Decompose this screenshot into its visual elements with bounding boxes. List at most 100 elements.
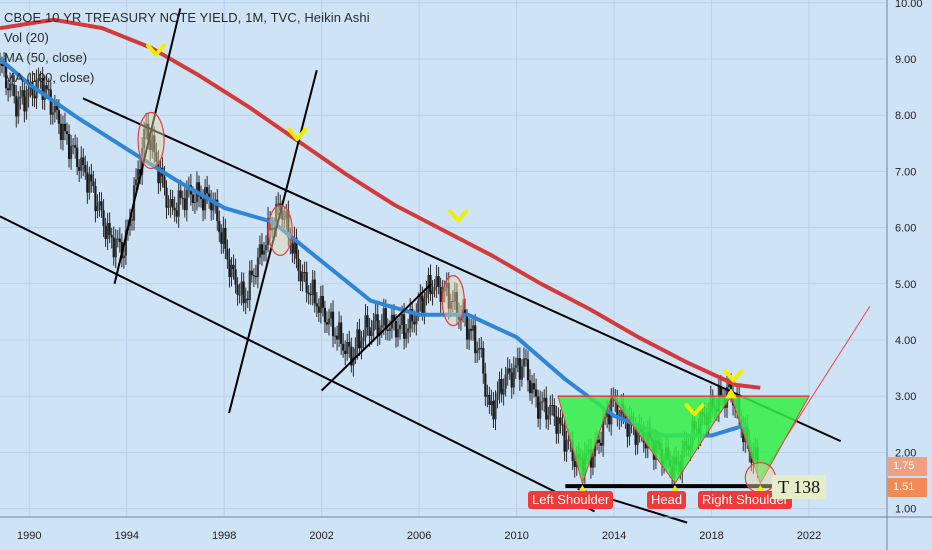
- candle-body: [593, 443, 597, 457]
- candle-body: [502, 388, 505, 395]
- candle-body: [228, 259, 231, 278]
- candle-body: [84, 164, 87, 173]
- candle-body: [403, 314, 406, 339]
- candle-body: [616, 401, 619, 419]
- candle-body: [437, 276, 440, 287]
- candle-body: [116, 238, 119, 240]
- candle-body: [467, 328, 471, 340]
- x-tick-label: 2002: [309, 530, 333, 542]
- candle-body: [606, 411, 609, 417]
- candle-body: [419, 295, 422, 301]
- candle-body: [208, 193, 211, 200]
- candle-body: [275, 204, 278, 230]
- candle-body: [459, 313, 463, 321]
- candle-body: [496, 392, 499, 400]
- candle-body: [374, 314, 377, 321]
- candle-body: [620, 404, 623, 419]
- candle-body: [522, 358, 526, 367]
- candle-body: [624, 413, 627, 421]
- candle-body: [0, 63, 4, 67]
- candle-body: [500, 378, 503, 395]
- candle-body: [258, 244, 262, 258]
- candle-body: [319, 296, 322, 313]
- candle-body: [122, 255, 125, 259]
- candle-body: [508, 368, 511, 373]
- candle-body: [151, 135, 154, 150]
- candle-body: [218, 220, 221, 233]
- candle-body: [114, 238, 117, 258]
- trendline-2[interactable]: [228, 69, 318, 414]
- candle-body: [356, 329, 359, 349]
- candle-body: [108, 223, 111, 235]
- highlight-ellipse-2[interactable]: [267, 204, 293, 257]
- candle-body: [443, 288, 446, 292]
- candle-body: [291, 243, 294, 254]
- candle-body: [74, 145, 77, 148]
- candle-body: [516, 358, 519, 366]
- candle-body: [299, 271, 302, 282]
- candle-body: [102, 210, 105, 226]
- trendline-3[interactable]: [320, 283, 433, 392]
- candle-body: [742, 427, 745, 443]
- candle-body: [333, 335, 337, 337]
- price-tag-1: 1.75: [887, 457, 927, 476]
- candle-body: [309, 294, 312, 296]
- candle-body: [78, 166, 81, 171]
- candle-body: [476, 350, 479, 354]
- candle-body: [447, 282, 450, 309]
- candle-body: [415, 313, 418, 325]
- candle-body: [163, 176, 166, 188]
- candle-body: [72, 145, 75, 147]
- candle-body: [595, 439, 599, 444]
- candle-body: [727, 383, 731, 387]
- candle-body: [445, 282, 448, 289]
- candle-body: [25, 96, 28, 112]
- candle-body: [421, 295, 424, 314]
- y-tick-label: 7.00: [895, 166, 916, 178]
- candle-body: [358, 329, 361, 349]
- x-tick-label: 2010: [504, 530, 528, 542]
- ma100-line[interactable]: [0, 17, 761, 390]
- candle-body: [591, 456, 595, 468]
- y-tick-label: 4.00: [895, 335, 916, 347]
- candle-body: [384, 308, 387, 330]
- candle-body: [197, 182, 201, 197]
- highlight-ellipse-3[interactable]: [441, 275, 465, 327]
- candle-body: [143, 128, 146, 148]
- x-tick-label: 2014: [602, 530, 626, 542]
- candle-body: [179, 190, 182, 198]
- left-shoulder-label: Left Shoulder: [528, 491, 614, 509]
- candle-body: [80, 157, 83, 171]
- candle-body: [260, 244, 264, 255]
- candle-body: [285, 211, 288, 219]
- candle-body: [159, 167, 162, 184]
- candle-body: [238, 294, 241, 296]
- x-tick-label: 1998: [212, 530, 236, 542]
- indicator-ma100[interactable]: MA (100, close): [4, 70, 95, 85]
- indicator-ma50[interactable]: MA (50, close): [4, 50, 88, 65]
- candle-body: [520, 366, 523, 380]
- channel-upper-line[interactable]: [82, 97, 842, 443]
- candle-body: [423, 298, 426, 314]
- candle-body: [86, 172, 89, 193]
- candle-body: [118, 238, 121, 242]
- candle-body: [191, 194, 195, 203]
- trendline-1[interactable]: [113, 8, 182, 285]
- candle-body: [719, 386, 722, 397]
- candle-body: [185, 190, 188, 211]
- candle-body: [388, 328, 391, 331]
- candle-body: [394, 320, 398, 338]
- candle-body: [311, 279, 314, 296]
- channel-lower-line[interactable]: [0, 215, 596, 513]
- highlight-ellipse-1[interactable]: [137, 111, 165, 170]
- indicator-vol[interactable]: Vol (20): [4, 30, 49, 45]
- y-tick-label: 2.00: [895, 447, 916, 459]
- candle-body: [0, 63, 2, 65]
- candle-body: [268, 217, 272, 231]
- candle-body: [153, 135, 156, 153]
- candle-body: [76, 147, 79, 167]
- candle-body: [147, 123, 150, 141]
- x-tick-label: 2018: [699, 530, 723, 542]
